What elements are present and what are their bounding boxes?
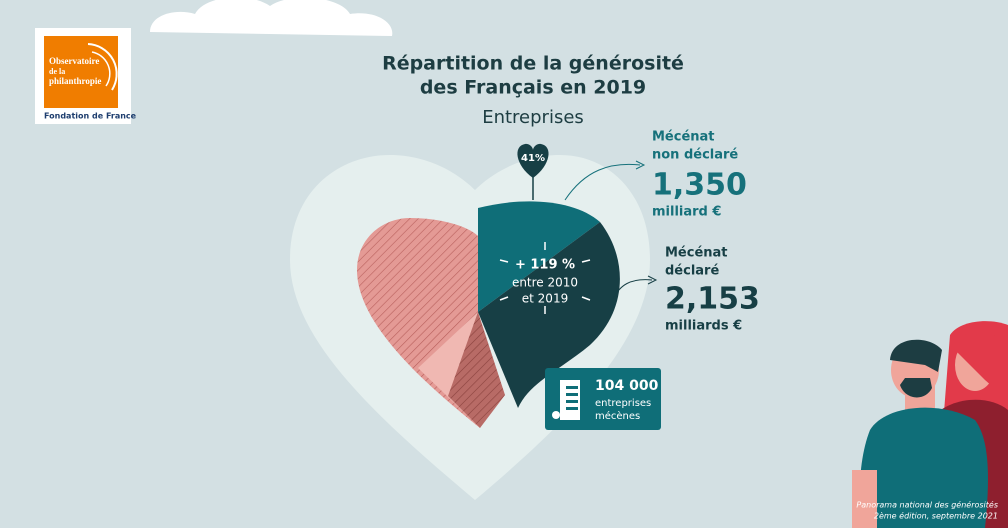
arrow-head (647, 275, 658, 285)
title: Répartition de la générosité (382, 53, 684, 75)
item-label: Mécénat (665, 246, 728, 261)
companies-label: mécènes (595, 410, 640, 422)
item-amount: 1,350 (652, 168, 747, 203)
item-unit: milliard € (652, 205, 721, 220)
item-label: déclaré (665, 264, 719, 279)
title: des Français en 2019 (420, 77, 646, 99)
share-label: 41% (521, 153, 545, 164)
growth-value: + 119 % (515, 258, 575, 273)
companies-label: entreprises (595, 398, 651, 409)
item-label: Mécénat (652, 130, 715, 145)
source: 2ème édition, septembre 2021 (874, 511, 998, 521)
arrow-head (635, 160, 646, 170)
people-illustration (852, 321, 1008, 528)
arrow (611, 279, 653, 301)
logo-text: philanthropie (49, 76, 101, 86)
logo-square (44, 36, 118, 108)
item-amount: 2,153 (665, 282, 760, 317)
logo-arc (91, 51, 111, 87)
share-heart (517, 143, 549, 178)
heart-declared (478, 222, 620, 408)
sparkle (499, 242, 591, 314)
subtitle: Entreprises (482, 107, 584, 128)
item-unit: milliards € (665, 319, 742, 334)
source: Panorama national des générosités (856, 500, 998, 510)
item-label: non déclaré (652, 148, 738, 163)
growth-period: et 2019 (522, 292, 568, 306)
heart-left-dark (448, 312, 505, 428)
logo-text: Observatoire (49, 56, 99, 66)
heart-undeclared (478, 201, 600, 312)
arrow (564, 163, 641, 201)
logo-org: Fondation de France (44, 112, 137, 121)
cloud (150, 0, 393, 36)
growth-period: entre 2010 (512, 276, 578, 290)
companies-count: 104 000 (595, 378, 659, 394)
building-icon (552, 380, 580, 420)
logo-text: de la (49, 67, 65, 76)
logo-arc (87, 43, 118, 91)
